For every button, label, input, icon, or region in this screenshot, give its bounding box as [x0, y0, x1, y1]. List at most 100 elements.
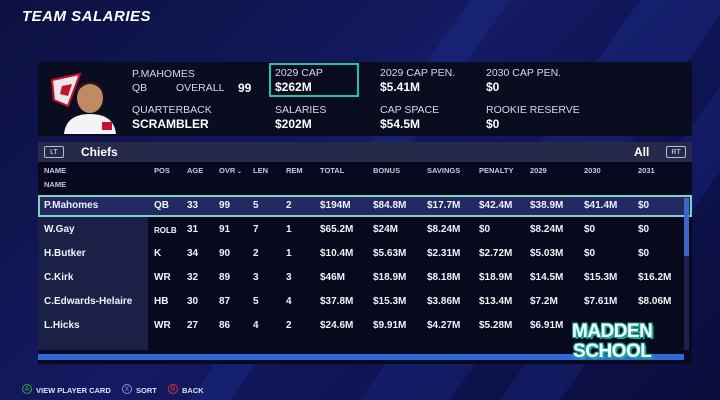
col-header-penalty[interactable]: PENALTY: [479, 166, 514, 175]
salaries-label: SALARIES: [275, 104, 327, 116]
cell-savings: $3.86M: [427, 296, 461, 307]
col-header-bonus[interactable]: BONUS: [373, 166, 401, 175]
cap-2029-label: 2029 CAP: [275, 67, 323, 79]
lt-bumper-button[interactable]: LT: [44, 146, 64, 158]
cell-2030: $15.3M: [584, 272, 618, 283]
cell-pos: K: [154, 248, 162, 259]
table-row[interactable]: H.Butker K 34 90 2 1 $10.4M $5.63M $2.31M $2.72M $…: [38, 243, 692, 265]
madden-school-logo: MADDEN SCHOOL: [572, 321, 653, 362]
cell-2029: $6.91M: [530, 320, 564, 331]
table-row[interactable]: C.Kirk WR 32 89 3 3 $46M $18.9M $8.18M $18.9M $14.…: [38, 267, 692, 289]
col-header-total[interactable]: TOTAL: [320, 166, 345, 175]
back-action[interactable]: BACK: [182, 386, 204, 395]
cell-total: $194M: [320, 200, 351, 211]
table-row[interactable]: L.Hicks WR 27 86 4 2 $24.6M $9.91M $4.27M $5.28M $…: [38, 315, 692, 337]
col-header-2029[interactable]: 2029: [530, 166, 547, 175]
cell-savings: $4.27M: [427, 320, 461, 331]
cell-name: C.Edwards-Helaire: [44, 296, 133, 307]
col-header-savings[interactable]: SAVINGS: [427, 166, 461, 175]
sort-action[interactable]: SORT: [136, 386, 157, 395]
cell-rem: 2: [286, 320, 292, 331]
table-row[interactable]: C.Edwards-Helaire HB 30 87 5 4 $37.8M $15.3M $3.…: [38, 291, 692, 313]
cell-name: H.Butker: [44, 248, 86, 259]
table-row[interactable]: W.Gay ROLB 31 91 7 1 $65.2M $24M $8.24M $0 $8.24M $…: [38, 219, 692, 241]
cell-rem: 3: [286, 272, 292, 283]
col-header-2031[interactable]: 2031: [638, 166, 655, 175]
view-player-card-action[interactable]: VIEW PLAYER CARD: [36, 386, 111, 395]
cell-ovr: 91: [219, 224, 231, 235]
x-button-icon: X: [122, 384, 132, 394]
cell-bonus: $24M: [373, 224, 399, 235]
cell-penalty: $2.72M: [479, 248, 513, 259]
col-header-age[interactable]: AGE: [187, 166, 204, 175]
cell-len: 2: [253, 248, 259, 259]
col-header-rem[interactable]: REM: [286, 166, 303, 175]
col-header-ovr[interactable]: OVR ⌄: [219, 166, 242, 175]
cell-pos: HB: [154, 296, 169, 307]
rookie-reserve-label: ROOKIE RESERVE: [486, 104, 580, 116]
player-position: QB: [132, 82, 148, 94]
cell-pos: QB: [154, 200, 169, 211]
cell-total: $37.8M: [320, 296, 354, 307]
cell-bonus: $5.63M: [373, 248, 407, 259]
cell-ovr: 99: [219, 200, 231, 211]
cell-savings: $8.18M: [427, 272, 461, 283]
scrollbar[interactable]: [684, 198, 689, 350]
cell-pos: ROLB: [154, 226, 177, 235]
col-header-2030[interactable]: 2030: [584, 166, 601, 175]
cell-len: 7: [253, 224, 259, 235]
cell-age: 34: [187, 248, 199, 259]
team-selector[interactable]: Chiefs: [81, 145, 118, 159]
col-header-pos[interactable]: POS: [154, 166, 170, 175]
cap-space-label: CAP SPACE: [380, 104, 440, 116]
col-header-len[interactable]: LEN: [253, 166, 268, 175]
cap-pen-2029-value: $5.41M: [380, 80, 421, 94]
table-toolbar: LT Chiefs All RT: [38, 142, 692, 162]
rt-bumper-button[interactable]: RT: [666, 146, 686, 158]
a-button-icon: A: [22, 384, 32, 394]
page-title: TEAM SALARIES: [22, 8, 152, 25]
cell-savings: $2.31M: [427, 248, 461, 259]
cell-2030: $0: [584, 248, 596, 259]
cell-total: $65.2M: [320, 224, 354, 235]
cell-2029: $7.2M: [530, 296, 558, 307]
archetype-value: SCRAMBLER: [132, 117, 209, 131]
player-name: P.MAHOMES: [132, 68, 195, 80]
cell-rem: 2: [286, 200, 292, 211]
logo-line-1: MADDEN: [572, 321, 653, 342]
cell-penalty: $0: [479, 224, 491, 235]
cell-pos: WR: [154, 320, 171, 331]
cell-len: 5: [253, 296, 259, 307]
cell-age: 27: [187, 320, 199, 331]
scrollbar-thumb[interactable]: [684, 198, 689, 256]
name-column-bg: [38, 216, 148, 350]
table-row-selected[interactable]: P.Mahomes QB 33 99 5 2 $194M $84.8M $17.7M $42.4M…: [38, 195, 692, 217]
cell-2030: $0: [584, 224, 596, 235]
cell-total: $46M: [320, 272, 346, 283]
cell-rem: 1: [286, 248, 292, 259]
cell-age: 31: [187, 224, 199, 235]
cap-2029-highlight: [269, 63, 359, 97]
cell-penalty: $5.28M: [479, 320, 513, 331]
cell-2031: $0: [638, 248, 650, 259]
cell-2031: $0: [638, 200, 650, 211]
cell-ovr: 86: [219, 320, 231, 331]
player-header: P.MAHOMES QB OVERALL 99 QUARTERBACK SCRA…: [38, 62, 692, 136]
cell-len: 3: [253, 272, 259, 283]
cell-2029: $14.5M: [530, 272, 564, 283]
cap-space-value: $54.5M: [380, 117, 421, 131]
cell-penalty: $42.4M: [479, 200, 513, 211]
cell-2030: $41.4M: [584, 200, 618, 211]
logo-line-2: SCHOOL: [573, 341, 652, 362]
col-header-name[interactable]: NAME: [44, 166, 67, 175]
cell-len: 5: [253, 200, 259, 211]
cap-2029-value: $262M: [275, 80, 312, 94]
cell-name: C.Kirk: [44, 272, 74, 283]
rookie-reserve-value: $0: [486, 117, 500, 131]
position-filter[interactable]: All: [634, 145, 650, 159]
cell-2030: $7.61M: [584, 296, 618, 307]
cell-2029: $8.24M: [530, 224, 564, 235]
cell-savings: $8.24M: [427, 224, 461, 235]
cell-age: 33: [187, 200, 199, 211]
cell-ovr: 90: [219, 248, 231, 259]
